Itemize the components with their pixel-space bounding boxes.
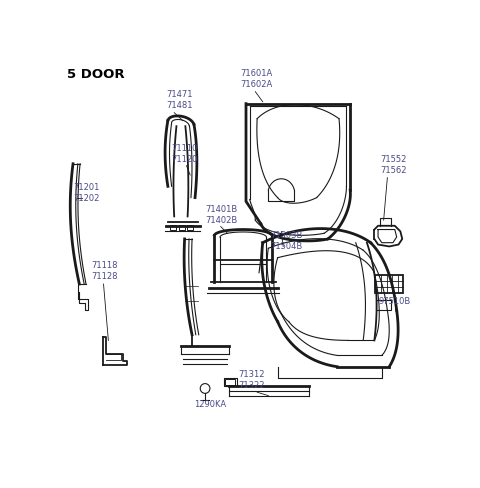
Text: 71601A
71602A: 71601A 71602A	[241, 69, 273, 89]
Bar	[170, 225, 177, 230]
Text: 5 DOOR: 5 DOOR	[67, 68, 125, 81]
Text: 71312
71322: 71312 71322	[238, 370, 264, 390]
Text: 71503B
71504B: 71503B 71504B	[270, 231, 302, 251]
Bar	[376, 300, 391, 310]
Text: 71110
71120: 71110 71120	[172, 143, 198, 164]
Text: 71201
71202: 71201 71202	[73, 183, 99, 203]
Text: 71118
71128: 71118 71128	[92, 261, 118, 281]
Text: 1290KA: 1290KA	[194, 400, 226, 409]
Bar	[375, 275, 403, 293]
Text: 97510B: 97510B	[379, 297, 411, 306]
Bar	[187, 225, 193, 230]
Bar	[225, 379, 235, 386]
Text: 71471
71481: 71471 71481	[166, 90, 192, 110]
Text: 71401B
71402B: 71401B 71402B	[205, 204, 237, 224]
Text: 71552
71562: 71552 71562	[381, 155, 407, 175]
Bar	[179, 225, 185, 230]
